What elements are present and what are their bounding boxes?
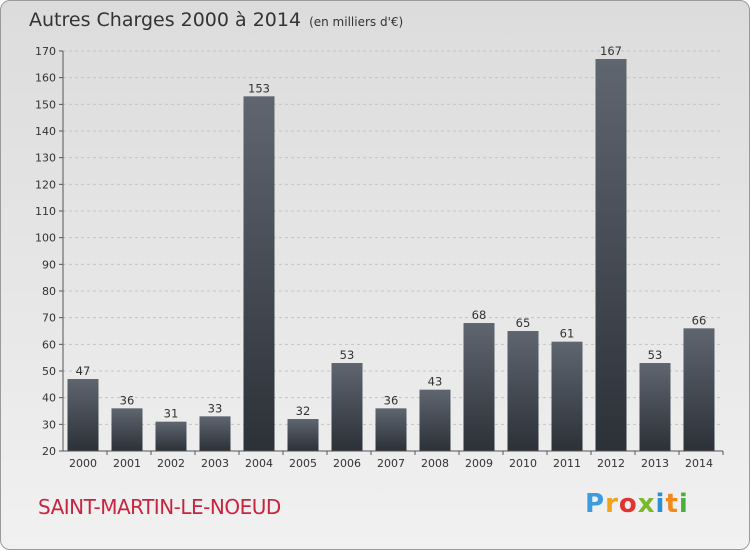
x-tick-label: 2007	[377, 457, 405, 470]
x-tick-label: 2013	[641, 457, 669, 470]
x-tick-label: 2011	[553, 457, 581, 470]
bar-value-label: 153	[248, 81, 270, 95]
logo-letter: P	[585, 489, 606, 519]
x-tick-label: 2010	[509, 457, 537, 470]
bar-2000	[67, 379, 99, 451]
bar-2012	[595, 59, 627, 451]
chart-title: Autres Charges 2000 à 2014 (en milliers d…	[29, 9, 403, 31]
bar-value-label: 36	[120, 393, 135, 407]
x-tick-label: 2006	[333, 457, 361, 470]
x-tick-label: 2012	[597, 457, 625, 470]
bar-2010	[507, 331, 539, 451]
bar-2001	[111, 408, 143, 451]
bar-2006	[331, 363, 363, 451]
x-tick-label: 2003	[201, 457, 229, 470]
y-tick-label: 110	[35, 205, 56, 218]
y-tick-label: 100	[35, 232, 56, 245]
bar-value-label: 65	[516, 316, 531, 330]
bar-value-label: 66	[692, 313, 707, 327]
bar-value-label: 36	[384, 393, 399, 407]
bar-2007	[375, 408, 407, 451]
bar-2008	[419, 389, 451, 451]
y-tick-label: 60	[42, 338, 56, 351]
logo-letter: t	[665, 489, 679, 519]
x-tick-label: 2008	[421, 457, 449, 470]
bar-value-label: 53	[340, 348, 355, 362]
x-tick-label: 2004	[245, 457, 273, 470]
logo-letter: r	[605, 489, 619, 519]
bar-2011	[551, 341, 583, 451]
bar-value-label: 32	[296, 404, 311, 418]
x-axis: 2000 2001 2002 2003 2004 2005 2006 2007 2008 2009…	[63, 450, 724, 470]
logo-letter: x	[637, 489, 656, 519]
bar-2003	[199, 416, 231, 451]
x-tick-label: 2005	[289, 457, 317, 470]
y-tick-label: 20	[42, 445, 56, 458]
bar-value-label: 47	[76, 364, 91, 378]
logo-letter: i	[655, 489, 666, 519]
x-tick-label: 2014	[685, 457, 713, 470]
proxiti-logo: Proxiti	[585, 489, 689, 519]
chart-subtitle: (en milliers d'€)	[309, 15, 404, 29]
bar-2009	[463, 323, 495, 451]
bar-value-label: 53	[648, 348, 663, 362]
y-tick-label: 160	[35, 72, 56, 85]
bar-2014	[683, 328, 715, 451]
y-tick-label: 130	[35, 152, 56, 165]
y-tick-label: 140	[35, 125, 56, 138]
grid-lines	[63, 50, 723, 425]
bar-value-label: 43	[428, 375, 443, 389]
y-axis: 20 30 40 50 60 70 80 90 100 110 120 130 140 150 160 170	[35, 45, 64, 458]
bar-2005	[287, 419, 319, 451]
place-name: SAINT-MARTIN-LE-NOEUD	[38, 495, 281, 519]
x-tick-label: 2009	[465, 457, 493, 470]
y-tick-label: 70	[42, 312, 56, 325]
logo-letter: o	[618, 489, 638, 519]
bars: 47 36 31 33 153 32 53 36 43 68 65 61 167 53 66	[67, 44, 715, 451]
y-tick-label: 90	[42, 258, 56, 271]
bar-value-label: 61	[560, 327, 575, 341]
bar-value-label: 167	[600, 44, 622, 58]
y-tick-label: 80	[42, 285, 56, 298]
y-tick-label: 30	[42, 418, 56, 431]
y-tick-label: 50	[42, 365, 56, 378]
y-tick-label: 150	[35, 98, 56, 111]
bar-value-label: 31	[164, 407, 179, 421]
bar-2004	[243, 96, 275, 451]
x-tick-label: 2001	[113, 457, 141, 470]
x-tick-label: 2000	[69, 457, 97, 470]
logo-letter: i	[678, 489, 689, 519]
bar-value-label: 33	[208, 401, 223, 415]
y-tick-label: 40	[42, 392, 56, 405]
x-tick-label: 2002	[157, 457, 185, 470]
bar-value-label: 68	[472, 308, 487, 322]
bar-2002	[155, 421, 187, 451]
bar-2013	[639, 363, 671, 451]
chart-title-text: Autres Charges 2000 à 2014	[29, 9, 302, 31]
y-tick-label: 170	[35, 45, 56, 58]
y-tick-label: 120	[35, 178, 56, 191]
